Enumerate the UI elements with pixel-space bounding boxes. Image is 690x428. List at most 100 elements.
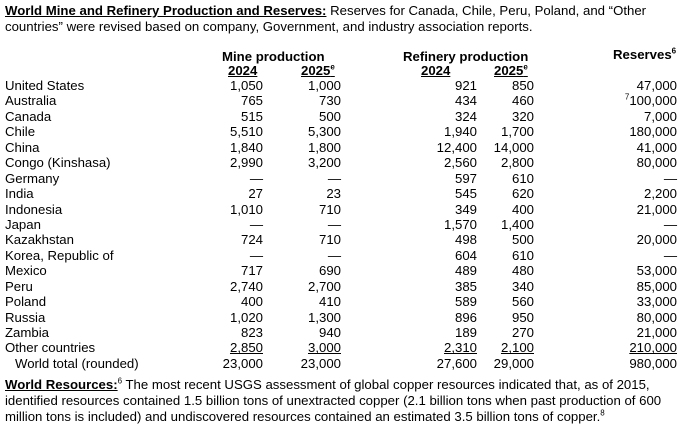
header-reserves: Reserves6 <box>613 47 676 62</box>
mine-2025-value: — <box>327 247 341 263</box>
reserves-footnote: 6 <box>671 46 677 56</box>
reserves-number: 21,000 <box>636 325 677 340</box>
refinery-2025-value: 320 <box>511 108 534 124</box>
country-name: Zambia <box>5 325 49 340</box>
refinery-2025-value: 560 <box>511 294 534 310</box>
header-refinery-2025: 2025e <box>494 63 528 78</box>
country-name: Congo (Kinshasa) <box>5 155 111 171</box>
mine-2025-value: 730 <box>318 93 341 109</box>
reserves-value: 180,000 <box>607 124 677 139</box>
mine-2025-value: — <box>327 170 341 186</box>
header-refinery-2025-estimate: e <box>523 62 528 72</box>
reserves-number: 53,000 <box>636 263 677 279</box>
resources-text: The most recent USGS assessment of globa… <box>5 377 662 424</box>
total-refinery-2024: 27,600 <box>436 355 477 371</box>
total-mine-2024: 23,000 <box>222 355 263 371</box>
refinery-2025-value: 610 <box>511 247 534 263</box>
country-name: Peru <box>5 278 33 294</box>
country-name: Germany <box>5 170 60 186</box>
total-mine-2025: 23,000 <box>300 355 341 371</box>
reserves-number: 20,000 <box>636 232 677 248</box>
total-refinery-2025: 29,000 <box>493 355 534 371</box>
country-name: Canada <box>5 108 52 124</box>
mine-2025-value: 690 <box>318 263 341 279</box>
intro-text: Reserves for Canada, Chile, Peru, Poland… <box>5 3 647 34</box>
refinery-2024-value: 1,570 <box>443 216 477 232</box>
header-mine-2025: 2025e <box>301 63 335 78</box>
mine-2025-value: 1,000 <box>307 78 341 93</box>
refinery-2024-value: 604 <box>454 247 477 263</box>
reserves-value: — <box>607 171 677 186</box>
reserves-value: 7,000 <box>607 109 677 124</box>
mine-2025-value: 23 <box>326 186 341 202</box>
refinery-2025-value: 1,700 <box>500 124 534 140</box>
country-name: Indonesia <box>5 201 63 217</box>
reserves-value: 21,000 <box>607 202 677 217</box>
country-name: Other countries <box>5 340 96 356</box>
reserves-value: — <box>607 217 677 232</box>
header-mine-production: Mine production <box>222 49 325 64</box>
table-row: Peru 2,740 2,700 385 340 85,000 <box>5 279 687 294</box>
reserves-value: 80,000 <box>607 155 677 170</box>
resources-heading: World Resources: <box>5 377 118 392</box>
country-name: Poland <box>5 294 47 310</box>
reserves-number: 33,000 <box>636 294 677 310</box>
refinery-2025-value: 270 <box>511 325 534 340</box>
reserves-value: 53,000 <box>607 263 677 278</box>
refinery-2025-value: 400 <box>511 201 534 217</box>
mine-2025-value: 410 <box>318 294 341 310</box>
country-name: Mexico <box>5 263 47 279</box>
reserves-value: 21,000 <box>607 325 677 340</box>
refinery-2024-value: 2,310 <box>443 340 477 356</box>
header-mine-2025-estimate: e <box>330 62 335 72</box>
resources-text-footnote: 8 <box>600 408 605 418</box>
reserves-value: — <box>607 248 677 263</box>
reserves-value: 80,000 <box>607 310 677 325</box>
mine-2025-value: 710 <box>318 232 341 248</box>
reserves-value: 85,000 <box>607 279 677 294</box>
header-refinery-2025-year: 2025 <box>494 63 524 78</box>
world-resources-paragraph: World Resources:6 The most recent USGS a… <box>5 377 687 425</box>
table-row: Canada 515 500 324 320 7,000 <box>5 109 687 124</box>
mine-2024-value: 5,510 <box>229 124 263 140</box>
mine-2024-value: — <box>249 216 263 232</box>
reserves-value: 2,200 <box>607 186 677 201</box>
total-row: World total (rounded) 23,000 23,000 27,6… <box>5 356 687 371</box>
table-row: Other countries 2,850 3,000 2,310 2,100 … <box>5 340 687 355</box>
mine-2025-value: 940 <box>318 325 341 340</box>
table-row: India 27 23 545 620 2,200 <box>5 186 687 201</box>
reserves-number: 180,000 <box>629 124 677 140</box>
mine-2024-value: 765 <box>240 93 263 109</box>
country-name: Chile <box>5 124 36 140</box>
reserves-footnote: 7 <box>624 93 630 103</box>
reserves-number: 100,000 <box>629 93 677 109</box>
table-row: Chile 5,510 5,300 1,940 1,700 180,000 <box>5 124 687 139</box>
mine-2025-value: — <box>327 216 341 232</box>
mine-2024-value: — <box>249 170 263 186</box>
total-reserves: 980,000 <box>629 355 677 371</box>
table-row: Zambia 823 940 189 270 21,000 <box>5 325 687 340</box>
country-name: Australia <box>5 93 57 109</box>
table-row: Japan — — 1,570 1,400 — <box>5 217 687 232</box>
mine-2025-value: 5,300 <box>307 124 341 140</box>
refinery-2025-value: 340 <box>511 278 534 294</box>
refinery-2024-value: 434 <box>454 93 477 109</box>
header-mine-2024: 2024 <box>228 63 258 78</box>
refinery-2025-value: 1,400 <box>500 216 534 232</box>
refinery-2024-value: 589 <box>454 294 477 310</box>
mine-2025-value: 500 <box>318 108 341 124</box>
mine-2024-value: — <box>249 247 263 263</box>
table-row: Kazakhstan 724 710 498 500 20,000 <box>5 232 687 247</box>
table-row: Indonesia 1,010 710 349 400 21,000 <box>5 202 687 217</box>
mine-2025-value: 3,200 <box>307 155 341 171</box>
country-name: United States <box>5 78 85 93</box>
country-name: Korea, Republic of <box>5 247 114 263</box>
reserves-value: 210,000 <box>607 340 677 355</box>
production-table: United States 1,050 1,000 921 850 47,000… <box>5 78 687 371</box>
mine-2025-value: 710 <box>318 201 341 217</box>
reserves-value: 20,000 <box>607 232 677 247</box>
mine-2025-value: 1,300 <box>307 309 341 325</box>
total-label: World total (rounded) <box>15 355 139 371</box>
refinery-2024-value: 896 <box>454 309 477 325</box>
table-row: Russia 1,020 1,300 896 950 80,000 <box>5 310 687 325</box>
